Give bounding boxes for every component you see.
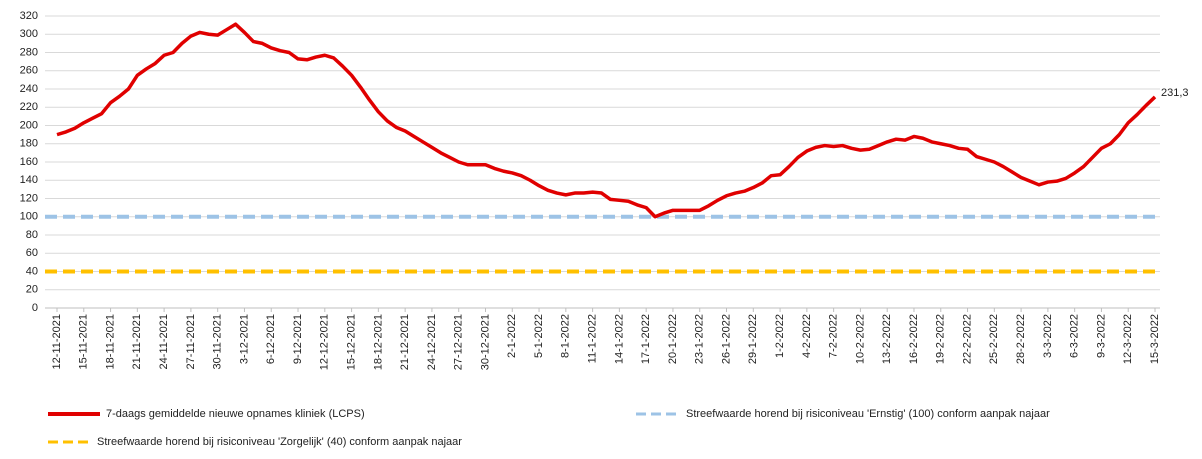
y-tick-label: 100 [20, 211, 38, 223]
y-tick-label: 80 [26, 229, 38, 241]
y-tick-label: 200 [20, 119, 38, 131]
y-tick-label: 20 [26, 284, 38, 296]
x-tick-label: 5-1-2022 [533, 314, 545, 358]
x-tick-label: 10-2-2022 [854, 314, 866, 364]
y-tick-label: 280 [20, 46, 38, 58]
legend-label: Streefwaarde horend bij risiconiveau 'Zo… [97, 436, 462, 448]
x-tick-label: 13-2-2022 [881, 314, 893, 364]
x-tick-label: 4-2-2022 [801, 314, 813, 358]
x-tick-label: 21-11-2021 [131, 314, 143, 369]
y-tick-label: 260 [20, 65, 38, 77]
x-tick-label: 15-11-2021 [78, 314, 90, 369]
x-tick-label: 12-12-2021 [319, 314, 331, 370]
x-tick-label: 9-3-2022 [1095, 314, 1107, 358]
y-tick-label: 220 [20, 101, 38, 113]
x-tick-label: 29-1-2022 [747, 314, 759, 364]
x-tick-label: 23-1-2022 [694, 314, 706, 364]
x-tick-label: 12-11-2021 [51, 314, 63, 369]
y-tick-label: 320 [20, 10, 38, 22]
x-tick-label: 14-1-2022 [613, 314, 625, 364]
x-tick-label: 24-11-2021 [158, 314, 170, 369]
x-tick-label: 27-12-2021 [453, 314, 465, 370]
x-tick-label: 6-3-2022 [1069, 314, 1081, 358]
x-tick-label: 15-12-2021 [345, 314, 357, 370]
x-tick-label: 20-1-2022 [667, 314, 679, 364]
data-label: 231,3 [1161, 87, 1189, 99]
y-tick-label: 160 [20, 156, 38, 168]
y-tick-label: 300 [20, 28, 38, 40]
x-tick-label: 18-11-2021 [104, 314, 116, 369]
x-tick-label: 18-12-2021 [372, 314, 384, 370]
y-tick-label: 60 [26, 247, 38, 259]
x-tick-label: 11-1-2022 [587, 314, 599, 363]
x-tick-label: 17-1-2022 [640, 314, 652, 364]
legend-label: Streefwaarde horend bij risiconiveau 'Er… [686, 408, 1050, 420]
x-tick-label: 27-11-2021 [185, 314, 197, 369]
x-tick-label: 15-3-2022 [1149, 314, 1161, 364]
x-tick-label: 6-12-2021 [265, 314, 277, 364]
x-tick-label: 25-2-2022 [988, 314, 1000, 364]
x-tick-label: 8-1-2022 [560, 314, 572, 358]
x-tick-label: 21-12-2021 [399, 314, 411, 370]
x-tick-label: 12-3-2022 [1122, 314, 1134, 364]
y-tick-label: 120 [20, 192, 38, 204]
y-tick-label: 40 [26, 265, 38, 277]
x-tick-label: 28-2-2022 [1015, 314, 1027, 364]
x-tick-label: 9-12-2021 [292, 314, 304, 364]
x-tick-label: 16-2-2022 [908, 314, 920, 364]
x-tick-label: 22-2-2022 [961, 314, 973, 364]
y-tick-label: 240 [20, 83, 38, 95]
x-tick-label: 1-2-2022 [774, 314, 786, 358]
x-tick-label: 30-11-2021 [212, 314, 224, 369]
y-tick-label: 180 [20, 138, 38, 150]
legend-label: 7-daags gemiddelde nieuwe opnames klinie… [106, 408, 365, 420]
x-tick-label: 2-1-2022 [506, 314, 518, 358]
y-tick-label: 140 [20, 174, 38, 186]
x-tick-label: 19-2-2022 [935, 314, 947, 364]
y-tick-label: 0 [32, 302, 38, 314]
x-tick-label: 3-3-2022 [1042, 314, 1054, 358]
series-line [56, 22, 1157, 219]
x-tick-label: 7-2-2022 [828, 314, 840, 358]
x-tick-label: 30-12-2021 [479, 314, 491, 370]
x-tick-label: 3-12-2021 [238, 314, 250, 364]
x-tick-label: 26-1-2022 [720, 314, 732, 364]
x-tick-label: 24-12-2021 [426, 314, 438, 370]
